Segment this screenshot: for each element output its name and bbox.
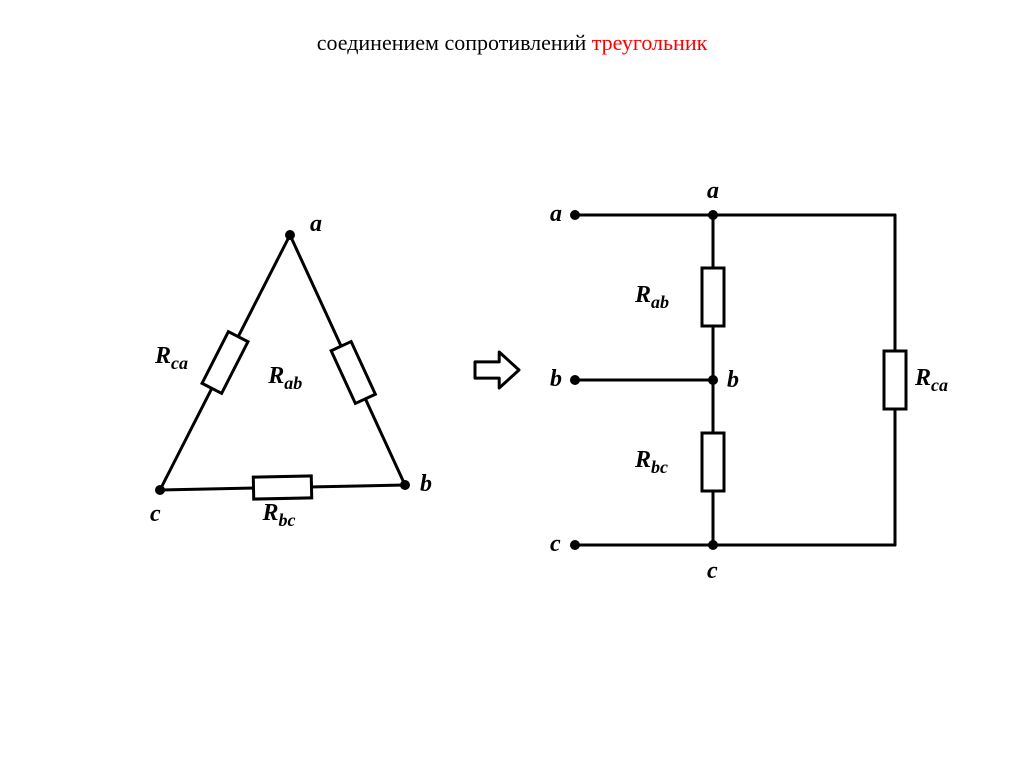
- label-R_bc: Rbc: [263, 500, 296, 531]
- label-R_ca: Rca: [155, 343, 188, 374]
- label-R_ab: Rab: [268, 363, 302, 394]
- bus-c: c: [707, 558, 718, 585]
- node-left-c: c: [150, 501, 161, 528]
- label-right-Rab: Rab: [635, 282, 669, 313]
- terminal-c: c: [550, 531, 561, 558]
- bus-b: b: [727, 367, 739, 394]
- label-right-Rbc: Rbc: [635, 447, 668, 478]
- circuit-diagram: [0, 0, 1024, 767]
- node-left-b: b: [420, 471, 432, 498]
- label-right-Rca: Rca: [915, 365, 948, 396]
- node-left-a: a: [310, 211, 322, 238]
- bus-a: a: [707, 178, 719, 205]
- terminal-b: b: [550, 366, 562, 393]
- terminal-a: a: [550, 201, 562, 228]
